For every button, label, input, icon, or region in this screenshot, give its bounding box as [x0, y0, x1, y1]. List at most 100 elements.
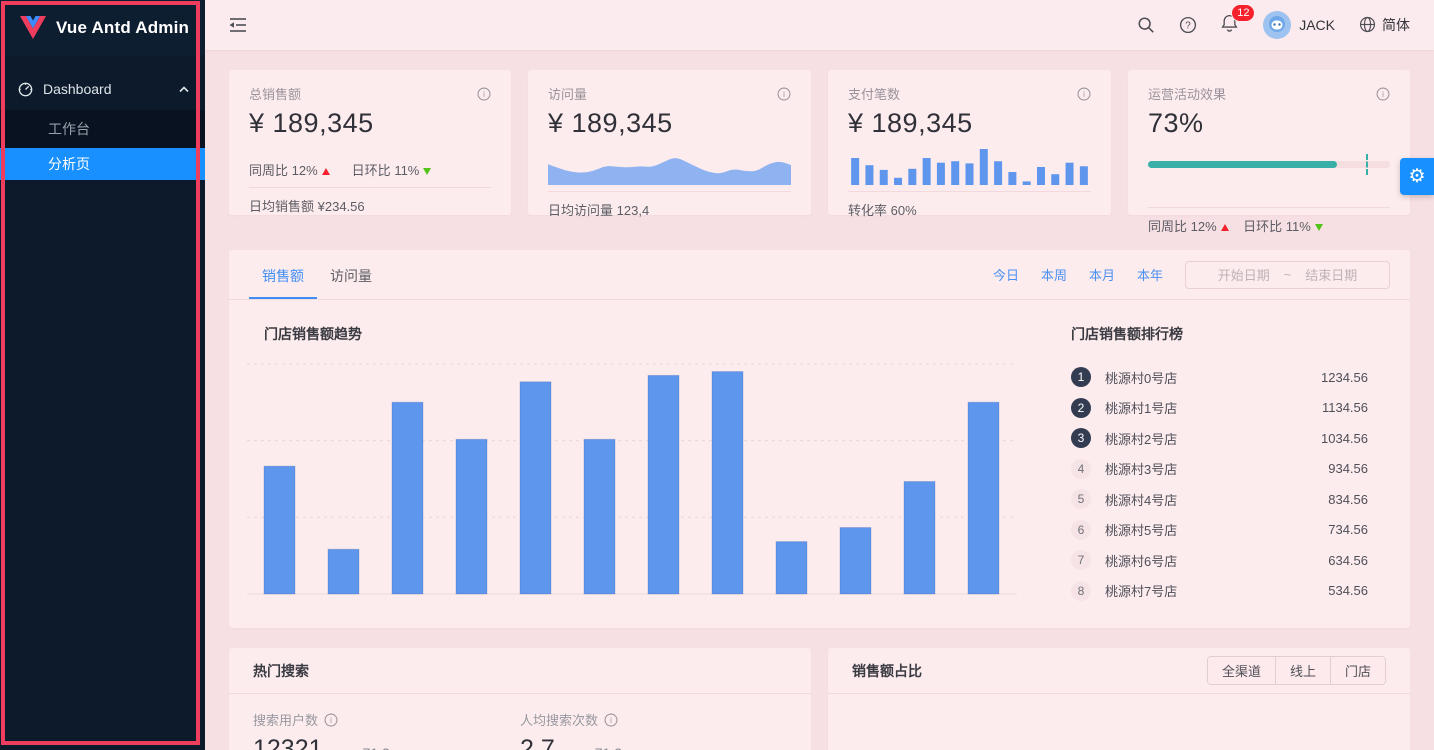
stat-cards-row: 总销售额 i ¥ 189,345 同周比 12% 日环比 11% 日均销售额 ¥…	[229, 70, 1410, 234]
menu-fold-icon[interactable]	[229, 17, 247, 33]
sales-share-card: 销售额占比 全渠道 线上 门店 事例五: 9%	[828, 648, 1410, 750]
notifications-button[interactable]: 12	[1221, 3, 1256, 37]
bar-4[interactable]	[519, 381, 552, 595]
info-icon[interactable]: i	[777, 87, 791, 101]
store-name: 桃源村6号店	[1105, 553, 1178, 569]
bar-7[interactable]	[711, 371, 744, 595]
card-title: 销售额占比	[852, 662, 922, 679]
svg-text:i: i	[1083, 90, 1085, 99]
progress-target-marker	[1365, 154, 1368, 175]
bar-9[interactable]	[839, 527, 872, 595]
metric-value: 2.7	[520, 735, 555, 750]
search-icon[interactable]	[1137, 16, 1155, 34]
ranking-row: 5 桃源村4号店 834.56	[1071, 484, 1368, 515]
language-switcher[interactable]: 简体	[1359, 15, 1410, 35]
sidebar-item-dashboard[interactable]: Dashboard	[0, 68, 205, 110]
range-today[interactable]: 今日	[992, 268, 1019, 283]
bar-2[interactable]	[391, 401, 424, 595]
info-icon[interactable]: i	[1077, 87, 1091, 101]
up-arrow-icon	[1220, 224, 1229, 231]
card-title: 热门搜索	[253, 662, 309, 679]
bar-11[interactable]	[967, 401, 1000, 595]
store-sales-value: 1034.56	[1321, 430, 1368, 446]
info-icon[interactable]: i	[324, 713, 338, 727]
date-start-input[interactable]: 开始日期	[1217, 268, 1270, 283]
ranking-row: 6 桃源村5号店 734.56	[1071, 515, 1368, 546]
channel-segmented-control: 全渠道 线上 门店	[1206, 656, 1386, 685]
globe-icon	[1359, 16, 1377, 34]
segment-all-channels[interactable]: 全渠道	[1207, 657, 1275, 684]
chart-title: 门店销售额趋势	[264, 326, 362, 342]
sidebar-item-analysis[interactable]: 分析页	[0, 148, 205, 180]
ranking-row: 2 桃源村1号店 1134.56	[1071, 393, 1368, 424]
date-range-picker[interactable]: 开始日期 ~ 结束日期	[1185, 260, 1390, 289]
info-icon[interactable]: i	[604, 713, 618, 727]
ranking-row: 7 桃源村6号店 634.56	[1071, 545, 1368, 576]
help-icon[interactable]: ?	[1179, 16, 1197, 34]
date-separator: ~	[1283, 267, 1292, 282]
stat-card-total-sales: 总销售额 i ¥ 189,345 同周比 12% 日环比 11% 日均销售额 ¥…	[229, 70, 511, 215]
store-name: 桃源村2号店	[1105, 431, 1178, 447]
notification-badge: 12	[1231, 3, 1256, 22]
app-logo-row[interactable]: Vue Antd Admin	[0, 0, 205, 56]
tab-sales[interactable]: 销售额	[249, 250, 317, 299]
down-arrow-icon	[423, 167, 432, 175]
user-menu[interactable]: JACK	[1263, 11, 1335, 39]
bar-10[interactable]	[903, 481, 936, 595]
dashboard-icon	[18, 82, 33, 97]
rank-badge: 7	[1071, 550, 1091, 571]
page-content: 总销售额 i ¥ 189,345 同周比 12% 日环比 11% 日均销售额 ¥…	[205, 50, 1434, 750]
trend-week: 同周比 12%	[249, 160, 330, 179]
date-end-input[interactable]: 结束日期	[1305, 268, 1358, 283]
range-week[interactable]: 本周	[1040, 268, 1067, 283]
info-icon[interactable]: i	[1376, 87, 1390, 101]
card-title: 支付笔数	[848, 87, 901, 102]
bar-6[interactable]	[647, 374, 680, 595]
store-name: 桃源村5号店	[1105, 523, 1178, 539]
campaign-progress-bar	[1148, 154, 1390, 175]
card-value: ¥ 189,345	[848, 108, 973, 138]
bottom-cards-row: 热门搜索 搜索用户数 i 12321 71.2	[229, 648, 1410, 750]
bar-3[interactable]	[455, 438, 488, 595]
range-month[interactable]: 本月	[1088, 268, 1115, 283]
svg-text:?: ?	[1185, 21, 1191, 32]
ranking-row: 1 桃源村0号店 1234.56	[1071, 362, 1368, 393]
ranking-row: 3 桃源村2号店 1034.56	[1071, 423, 1368, 454]
card-value: ¥ 189,345	[249, 108, 374, 138]
svg-text:i: i	[330, 716, 332, 725]
visits-area-chart	[548, 158, 791, 185]
card-value: ¥ 189,345	[548, 108, 673, 138]
card-footer: 同周比 12% 日环比 11%	[1148, 208, 1390, 235]
svg-text:i: i	[1382, 90, 1384, 99]
chevron-up-icon	[179, 85, 189, 93]
bar-5[interactable]	[583, 438, 616, 595]
panel-tabs-bar: 销售额 访问量 今日 本周 本月 本年 开始日期 ~ 结束日期	[229, 250, 1410, 300]
rank-badge: 1	[1071, 367, 1091, 388]
sidebar-item-workplace[interactable]: 工作台	[0, 110, 205, 148]
store-sales-value: 734.56	[1328, 522, 1368, 538]
bar-8[interactable]	[775, 541, 808, 595]
metric-trend: 71.2	[363, 745, 402, 750]
card-footer: 日均访问量 123,4	[548, 203, 650, 218]
tab-visits[interactable]: 访问量	[330, 268, 372, 284]
ranking-row: 4 桃源村3号店 934.56	[1071, 454, 1368, 485]
sidebar-item-label: 工作台	[48, 121, 90, 137]
card-title: 总销售额	[249, 87, 302, 102]
rank-badge: 2	[1071, 397, 1091, 418]
range-year[interactable]: 本年	[1136, 268, 1163, 283]
trend-day: 日环比 11%	[352, 160, 432, 179]
bar-0[interactable]	[263, 465, 296, 595]
store-sales-value: 934.56	[1328, 461, 1368, 477]
store-sales-value: 534.56	[1328, 583, 1368, 599]
segment-stores[interactable]: 门店	[1329, 657, 1385, 684]
app-title: Vue Antd Admin	[56, 18, 190, 37]
info-icon[interactable]: i	[477, 87, 491, 101]
stat-card-payments: 支付笔数 i ¥ 189,345 转化率 60%	[828, 70, 1111, 218]
store-sales-bar-chart	[247, 363, 1017, 595]
settings-gear-button[interactable]: ⚙	[1400, 158, 1434, 195]
segment-online[interactable]: 线上	[1274, 657, 1330, 684]
bar-1[interactable]	[327, 548, 360, 595]
payments-bar-chart	[851, 149, 1088, 185]
store-sales-value: 834.56	[1328, 491, 1368, 507]
metric-search-per-user: 人均搜索次数 i 2.7 71.2	[520, 710, 787, 750]
